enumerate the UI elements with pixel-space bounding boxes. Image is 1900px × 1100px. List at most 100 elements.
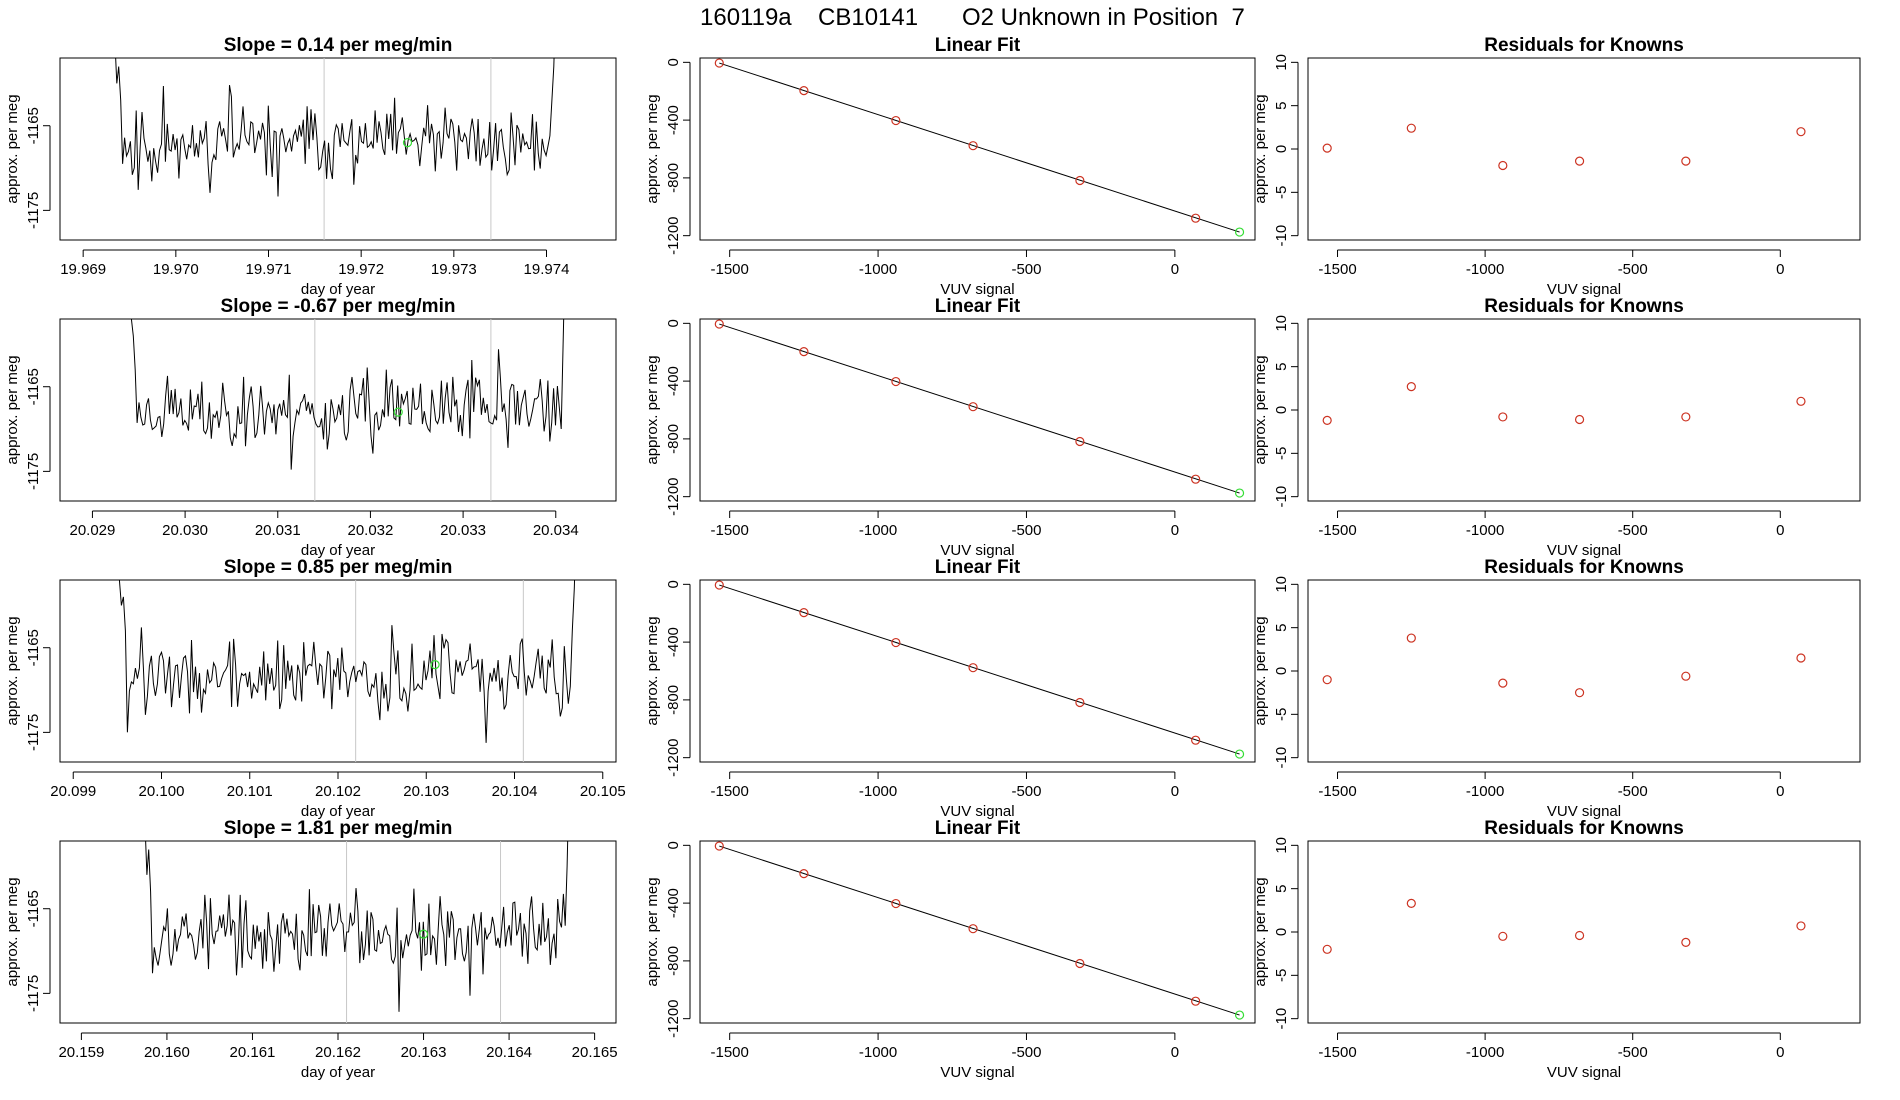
residual-point <box>1406 123 1416 133</box>
known-point <box>714 841 724 851</box>
panel-trace-row-4: Slope = 1.81 per meg/min 20.159 20.160 20.1… <box>4 818 618 1081</box>
y-tick-label: -400 <box>665 627 682 657</box>
panel-title: Residuals for Knowns <box>1484 296 1684 317</box>
unknown-point <box>1234 227 1245 237</box>
y-tick-label: 5 <box>1273 362 1290 370</box>
fit-line <box>719 323 1240 494</box>
y-tick-label: -800 <box>665 424 682 454</box>
y-tick-label: 5 <box>1273 101 1290 109</box>
figure-title-cylinder: CB10141 <box>818 4 918 31</box>
x-tick-label: 19.971 <box>246 261 292 278</box>
plot-area <box>714 319 1245 498</box>
figure-title-description: O2 Unknown in Position 7 <box>962 4 1245 31</box>
plot-area <box>714 58 1245 237</box>
y-tick-label: -5 <box>1273 186 1290 199</box>
y-axis-label: approx. per meg <box>1252 616 1269 725</box>
plot-area <box>1322 123 1806 171</box>
panel-resid-row-1: Residuals for Knowns -1500 -1000 -500 0 VUV s… <box>1252 35 1861 298</box>
known-point <box>1191 474 1201 484</box>
x-tick-label: 20.101 <box>227 783 273 800</box>
x-tick-label: 20.034 <box>533 522 579 539</box>
known-point <box>968 141 978 151</box>
y-tick-label: -5 <box>1273 708 1290 721</box>
plot-area <box>112 58 555 240</box>
y-tick-label: 5 <box>1273 623 1290 631</box>
y-tick-label: 0 <box>665 580 682 588</box>
residual-point <box>1796 396 1806 406</box>
panel-trace-row-3: Slope = 0.85 per meg/min 20.099 20.100 20.1… <box>4 557 626 820</box>
y-tick-label: -1165 <box>25 629 42 666</box>
y-tick-label: -1175 <box>25 714 42 751</box>
x-tick-label: -500 <box>1618 1044 1648 1061</box>
panel-title: Linear Fit <box>935 557 1021 578</box>
x-tick-label: -500 <box>1011 261 1041 278</box>
y-axis-label: approx. per meg <box>644 94 661 203</box>
y-tick-label: -1200 <box>665 477 682 515</box>
x-tick-label: 20.030 <box>162 522 208 539</box>
plot-area <box>1322 633 1806 698</box>
x-tick-label: 20.031 <box>255 522 301 539</box>
known-point <box>1075 436 1085 447</box>
known-point <box>799 347 809 357</box>
known-point <box>714 580 724 590</box>
x-axis-label: VUV signal <box>940 542 1014 559</box>
signal-trace-line <box>112 58 555 197</box>
y-tick-label: 10 <box>1273 576 1290 593</box>
residual-point <box>1574 156 1585 166</box>
known-point <box>1075 697 1085 708</box>
plot-frame <box>1307 579 1861 763</box>
y-axis-label: approx. per meg <box>4 616 21 725</box>
x-tick-label: 0 <box>1171 1044 1179 1061</box>
x-tick-label: 0 <box>1171 261 1179 278</box>
y-tick-label: 0 <box>1273 667 1290 675</box>
y-axis-label: approx. per meg <box>4 355 21 464</box>
plot-area <box>130 319 565 501</box>
x-tick-label: 0 <box>1776 261 1784 278</box>
panel-resid-row-2: Residuals for Knowns -1500 -1000 -500 0 VUV s… <box>1252 296 1861 559</box>
signal-trace-line <box>118 580 576 743</box>
y-tick-label: -1200 <box>665 216 682 254</box>
y-tick-label: -1165 <box>25 368 42 405</box>
y-tick-label: -1200 <box>665 738 682 776</box>
x-tick-label: -1000 <box>1466 1044 1504 1061</box>
residual-point <box>1322 944 1332 954</box>
fit-line <box>719 62 1240 233</box>
x-tick-label: 20.105 <box>580 783 626 800</box>
x-axis-label: day of year <box>301 1064 375 1081</box>
x-tick-label: 20.162 <box>315 1044 361 1061</box>
panel-resid-row-4: Residuals for Knowns -1500 -1000 -500 0 VUV s… <box>1252 818 1861 1081</box>
known-point <box>1075 958 1085 969</box>
x-tick-label: -500 <box>1011 522 1041 539</box>
y-tick-label: 0 <box>1273 145 1290 153</box>
x-tick-label: -1000 <box>859 261 897 278</box>
plot-frame <box>699 57 1256 241</box>
x-tick-label: 20.163 <box>401 1044 447 1061</box>
x-tick-label: -1500 <box>1318 783 1356 800</box>
panel-fit-row-4: Linear Fit -1500 -1000 -500 0 VUV signal 0 -400… <box>644 818 1256 1081</box>
x-tick-label: 20.100 <box>139 783 185 800</box>
known-point <box>1075 175 1085 186</box>
plot-area <box>714 580 1245 759</box>
known-point <box>714 58 724 68</box>
y-tick-label: -10 <box>1273 1008 1290 1030</box>
residual-point <box>1322 143 1332 153</box>
x-tick-label: 19.972 <box>338 261 384 278</box>
y-tick-label: 10 <box>1273 54 1290 71</box>
x-tick-label: 20.032 <box>347 522 393 539</box>
x-tick-label: 19.969 <box>60 261 106 278</box>
unknown-mean-point <box>402 138 413 148</box>
unknown-mean-point <box>393 407 403 417</box>
residual-point <box>1796 921 1806 931</box>
panel-fit-row-3: Linear Fit -1500 -1000 -500 0 VUV signal 0 -400… <box>644 557 1256 820</box>
x-tick-label: 20.161 <box>230 1044 276 1061</box>
panel-fit-row-2: Linear Fit -1500 -1000 -500 0 VUV signal 0 -400… <box>644 296 1256 559</box>
residual-point <box>1322 675 1332 685</box>
y-tick-label: 5 <box>1273 884 1290 892</box>
panel-title: Residuals for Knowns <box>1484 35 1684 56</box>
x-tick-label: 0 <box>1171 783 1179 800</box>
y-tick-label: -1175 <box>25 975 42 1012</box>
residual-point <box>1322 415 1332 425</box>
residual-point <box>1574 930 1585 941</box>
